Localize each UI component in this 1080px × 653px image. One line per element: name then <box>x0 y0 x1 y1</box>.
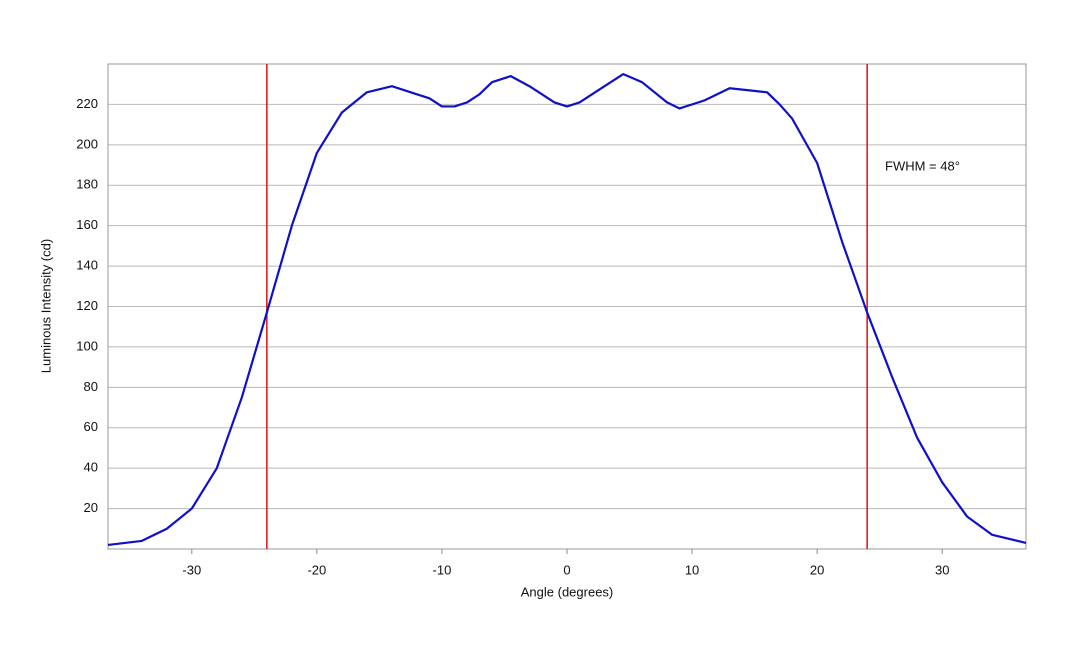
x-tick-label: 20 <box>810 562 824 577</box>
y-tick-label: 80 <box>84 379 98 394</box>
x-tick-label: 30 <box>935 562 949 577</box>
x-tick-label: 0 <box>563 562 570 577</box>
x-tick-label: -30 <box>182 562 201 577</box>
y-tick-label: 40 <box>84 460 98 475</box>
y-tick-label: 160 <box>76 217 98 232</box>
y-tick-label: 140 <box>76 258 98 273</box>
line-series <box>107 73 1027 547</box>
x-tick-label: 10 <box>685 562 699 577</box>
plot-frame <box>107 63 1027 550</box>
y-tick-label: 20 <box>84 500 98 515</box>
y-tick-label: 60 <box>84 419 98 434</box>
y-tick-label: 180 <box>76 177 98 192</box>
y-axis-label: Luminous Intensity (cd) <box>38 239 53 373</box>
y-tick-label: 120 <box>76 298 98 313</box>
x-tick-label: -10 <box>433 562 452 577</box>
x-axis-label: Angle (degrees) <box>521 584 614 599</box>
y-tick-label: 200 <box>76 136 98 151</box>
y-tick-label: 220 <box>76 96 98 111</box>
x-tick-label: -20 <box>307 562 326 577</box>
annotation: FWHM = 48° <box>885 158 960 173</box>
y-tick-label: 100 <box>76 338 98 353</box>
